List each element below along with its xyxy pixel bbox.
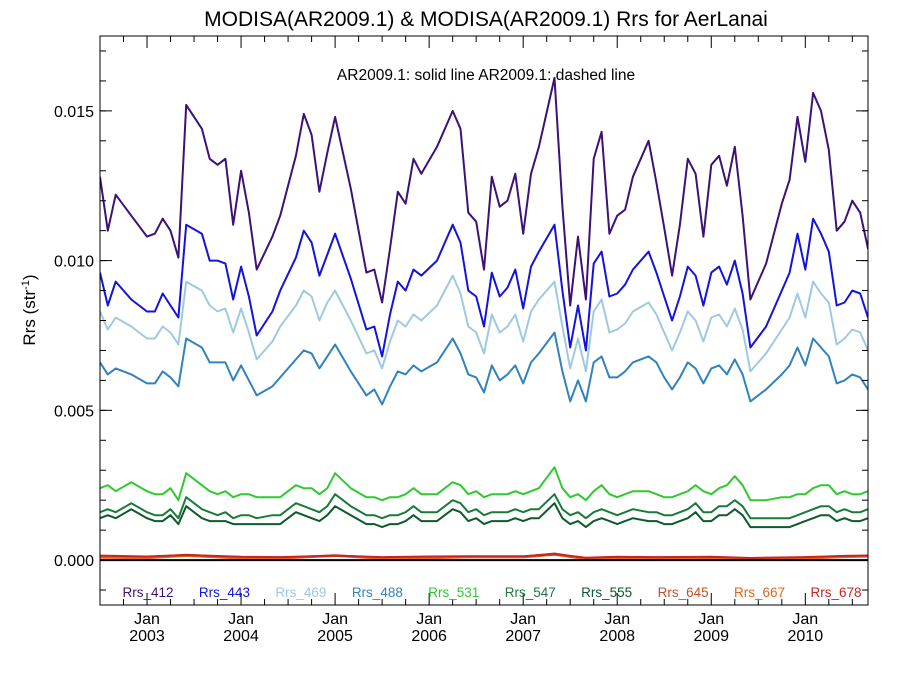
- x-tick-month-label: Jan: [792, 611, 818, 628]
- x-tick-year-label: 2003: [129, 628, 165, 645]
- x-tick-year-label: 2007: [505, 628, 541, 645]
- series-line-rrs-531: [100, 466, 868, 502]
- legend-item-rrs-645: Rrs_645: [658, 585, 709, 600]
- legend-item-rrs-555: Rrs_555: [581, 585, 632, 600]
- x-tick-month-label: Jan: [604, 611, 630, 628]
- x-tick-year-label: 2006: [411, 628, 447, 645]
- chart-title: MODISA(AR2009.1) & MODISA(AR2009.1) Rrs …: [204, 8, 768, 31]
- y-tick-label: 0.010: [54, 254, 94, 271]
- x-tick-year-label: 2010: [788, 628, 824, 645]
- series-line-rrs-678: [100, 553, 868, 559]
- x-tick-month-label: Jan: [698, 611, 724, 628]
- x-tick-month-label: Jan: [322, 611, 348, 628]
- series-line-rrs-412: [100, 76, 868, 307]
- x-tick-month-label: Jan: [416, 611, 442, 628]
- series-line-rrs-555: [100, 502, 868, 529]
- axes-layer: 0.0000.0050.0100.015Jan2003Jan2004Jan200…: [54, 35, 869, 645]
- legend-item-rrs-412: Rrs_412: [122, 585, 173, 600]
- x-tick-month-label: Jan: [228, 611, 254, 628]
- x-tick-year-label: 2005: [317, 628, 353, 645]
- legend-item-rrs-547: Rrs_547: [505, 585, 556, 600]
- legend-item-rrs-678: Rrs_678: [810, 585, 861, 600]
- y-tick-label: 0.005: [54, 403, 94, 420]
- legend-item-rrs-443: Rrs_443: [199, 585, 250, 600]
- legend-item-rrs-531: Rrs_531: [428, 585, 479, 600]
- x-tick-month-label: Jan: [134, 611, 160, 628]
- series-line-rrs-469: [100, 274, 868, 373]
- y-axis-label-text: Rrs (str: [20, 290, 39, 346]
- legend-item-rrs-488: Rrs_488: [352, 585, 403, 600]
- y-axis-label: Rrs (str-1): [20, 274, 39, 345]
- series-line-rrs-488: [100, 331, 868, 406]
- x-tick-year-label: 2004: [223, 628, 259, 645]
- y-tick-label: 0.000: [54, 553, 94, 570]
- series-line-rrs-443: [100, 217, 868, 358]
- series-layer: [100, 76, 868, 561]
- y-axis-label-close: ): [20, 274, 39, 280]
- chart-subtitle: AR2009.1: solid line AR2009.1: dashed li…: [337, 67, 635, 84]
- x-tick-year-label: 2009: [693, 628, 729, 645]
- legend-item-rrs-667: Rrs_667: [734, 585, 785, 600]
- y-tick-label: 0.015: [54, 104, 94, 121]
- legend: Rrs_412 Rrs_443 Rrs_469 Rrs_488 Rrs_531 Rrs_5…: [122, 585, 861, 600]
- legend-item-rrs-469: Rrs_469: [275, 585, 326, 600]
- y-axis-label-superscript: -1: [20, 280, 32, 290]
- x-tick-month-label: Jan: [510, 611, 536, 628]
- series-line-rrs-547: [100, 493, 868, 520]
- x-tick-year-label: 2008: [599, 628, 635, 645]
